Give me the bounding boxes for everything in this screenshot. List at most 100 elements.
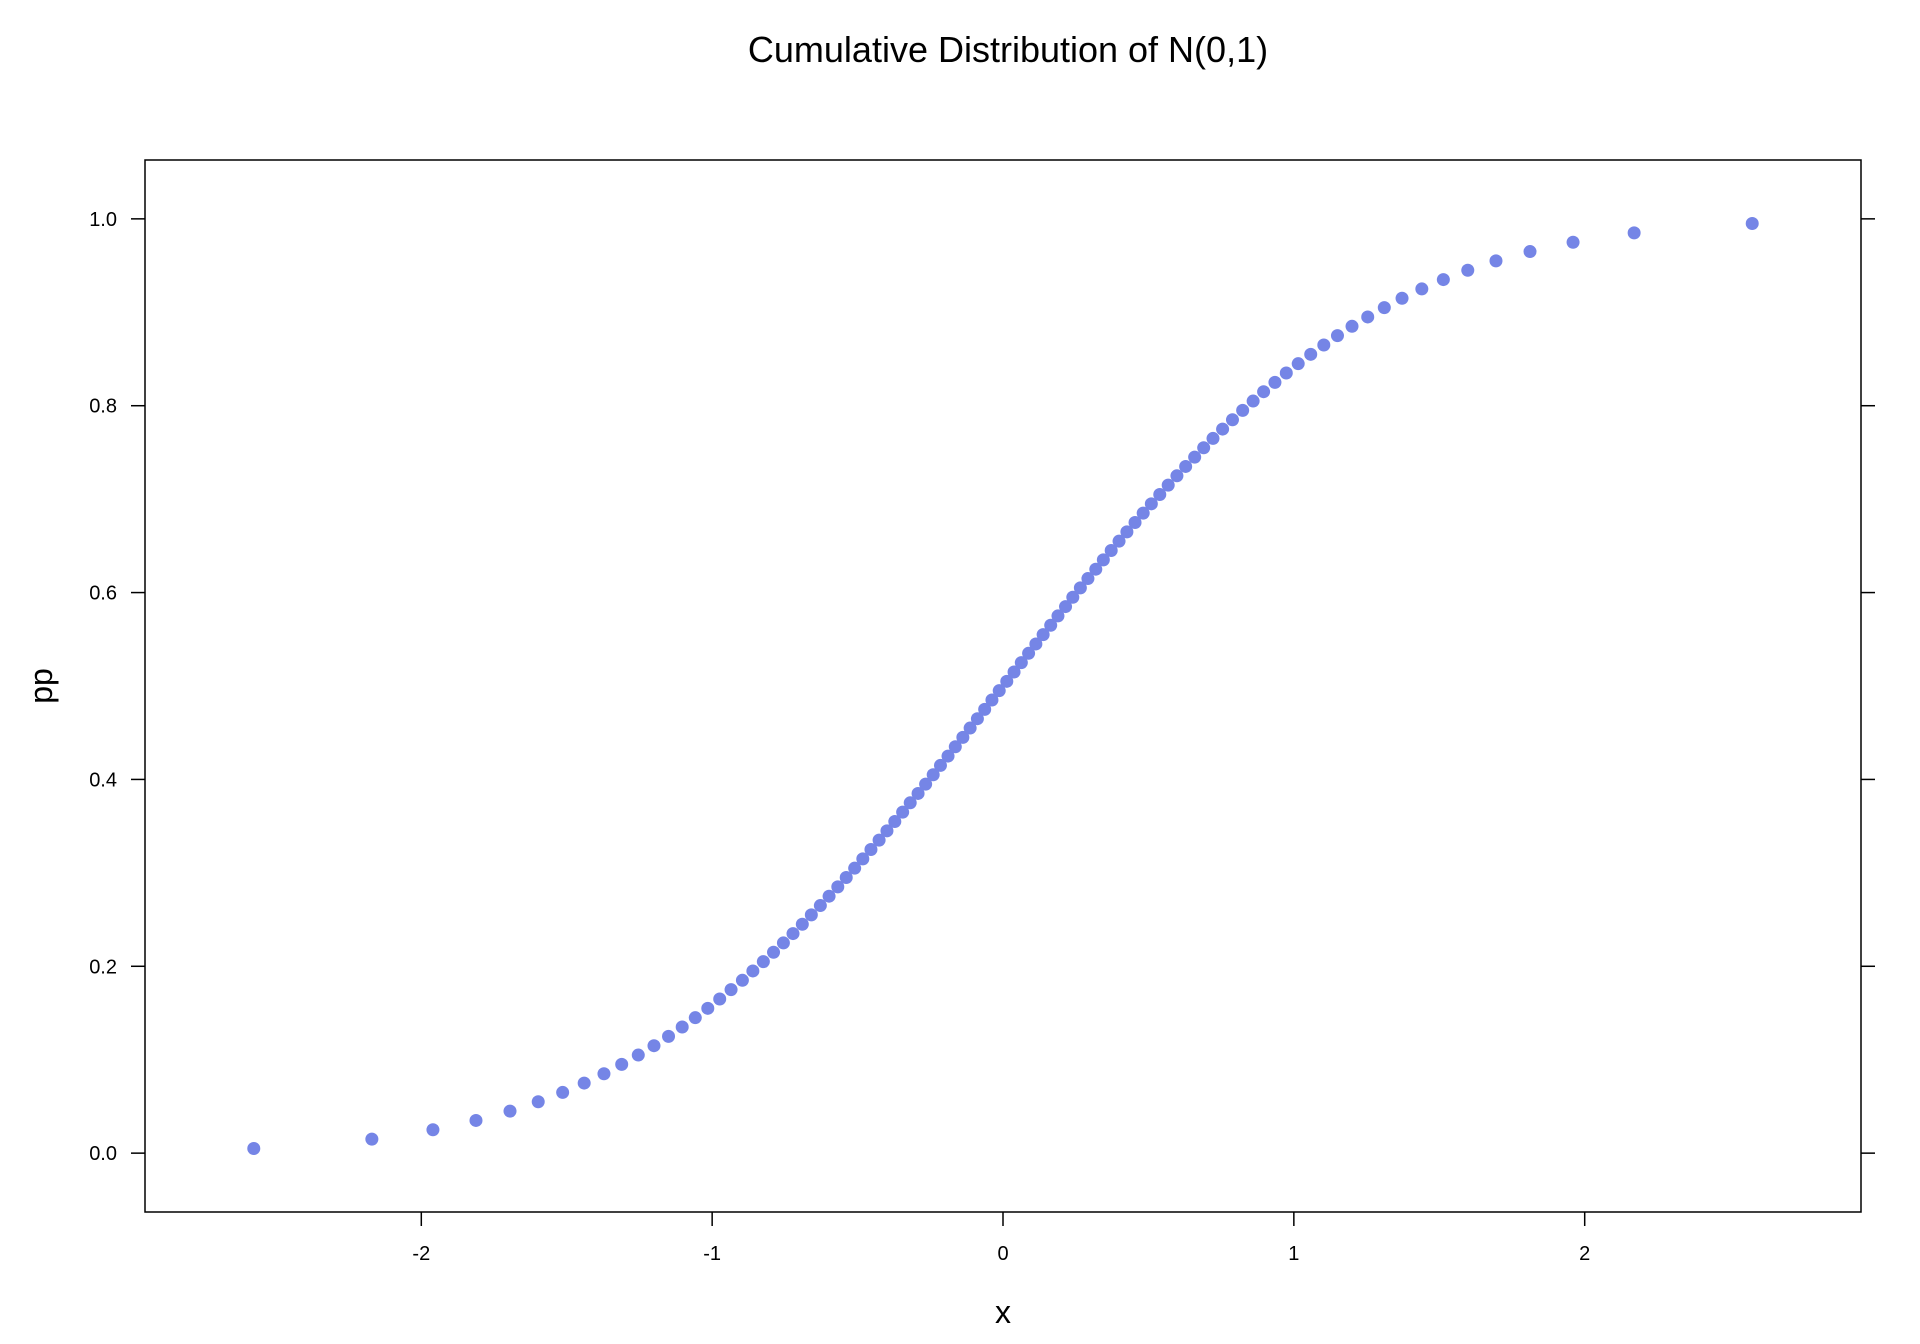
data-point [919, 777, 933, 791]
data-point [1153, 487, 1167, 501]
data-point [963, 721, 977, 735]
data-point [926, 768, 940, 782]
x-tick-label: 0 [997, 1243, 1008, 1265]
data-point [1051, 609, 1065, 623]
data-point [872, 833, 886, 847]
data-point [804, 908, 818, 922]
data-point [911, 786, 925, 800]
data-point [503, 1104, 517, 1118]
data-point [247, 1141, 261, 1155]
data-point [1257, 385, 1271, 399]
y-axis-title: pp [23, 668, 59, 704]
data-point [756, 955, 770, 969]
data-point [831, 880, 845, 894]
data-point [1000, 674, 1014, 688]
data-point [1523, 245, 1537, 259]
data-point [1291, 357, 1305, 371]
data-point [992, 684, 1006, 698]
data-point [767, 945, 781, 959]
data-point [1029, 637, 1043, 651]
data-point [647, 1039, 661, 1053]
data-point [1206, 431, 1220, 445]
data-point [713, 992, 727, 1006]
y-tick-label: 0.8 [89, 396, 117, 418]
data-point [615, 1057, 629, 1071]
data-point [688, 1011, 702, 1025]
data-point [795, 917, 809, 931]
data-point [1096, 553, 1110, 567]
data-point [1745, 217, 1759, 231]
data-point [1279, 366, 1293, 380]
data-point [1566, 235, 1580, 249]
data-point [941, 749, 955, 763]
data-point [1361, 310, 1375, 324]
data-point [735, 973, 749, 987]
data-point [531, 1095, 545, 1109]
data-point [1395, 291, 1409, 305]
data-point [1044, 618, 1058, 632]
data-point [978, 702, 992, 716]
data-point [631, 1048, 645, 1062]
y-tick-label: 1.0 [89, 209, 117, 231]
data-point [970, 712, 984, 726]
data-point [1489, 254, 1503, 268]
chart-title: Cumulative Distribution of N(0,1) [748, 29, 1268, 70]
data-point [848, 861, 862, 875]
data-point [469, 1113, 483, 1127]
data-point [822, 889, 836, 903]
x-tick-label: -1 [703, 1243, 721, 1265]
data-point [1317, 338, 1331, 352]
data-point [1345, 319, 1359, 333]
data-point [1073, 581, 1087, 595]
data-point [839, 871, 853, 885]
data-point [1112, 534, 1126, 548]
data-point [1225, 413, 1239, 427]
data-point [813, 899, 827, 913]
data-point [1246, 394, 1260, 408]
data-point [880, 824, 894, 838]
data-point [864, 842, 878, 856]
data-point [1170, 469, 1184, 483]
data-point [1081, 572, 1095, 586]
data-point [1104, 544, 1118, 558]
data-point [1236, 403, 1250, 417]
data-point [1120, 525, 1134, 539]
y-tick-label: 0.2 [89, 956, 117, 978]
data-point [776, 936, 790, 950]
data-point [1007, 665, 1021, 679]
data-point [896, 805, 910, 819]
data-point [1014, 656, 1028, 670]
data-point [1128, 516, 1142, 530]
x-tick-label: 2 [1579, 1243, 1590, 1265]
data-point [701, 1001, 715, 1015]
data-point [1066, 590, 1080, 604]
data-point [1436, 273, 1450, 287]
data-point [888, 814, 902, 828]
data-point [1161, 478, 1175, 492]
data-point [675, 1020, 689, 1034]
data-point [1059, 600, 1073, 614]
data-point [1304, 347, 1318, 361]
data-points [247, 217, 1759, 1155]
data-point [786, 927, 800, 941]
data-point [1377, 301, 1391, 315]
y-tick-label: 0.0 [89, 1143, 117, 1165]
data-point [1197, 441, 1211, 455]
data-point [724, 983, 738, 997]
x-axis-title: x [995, 1294, 1011, 1330]
data-point [1179, 459, 1193, 473]
data-point [1268, 375, 1282, 389]
data-point [1415, 282, 1429, 296]
data-point [1089, 562, 1103, 576]
y-tick-label: 0.4 [89, 769, 117, 791]
y-axis-ticks: 0.0 0.2 0.4 0.6 0.8 1.0 [89, 209, 1875, 1165]
data-point [1627, 226, 1641, 240]
data-point [1022, 646, 1036, 660]
data-point [985, 693, 999, 707]
x-tick-label: -2 [412, 1243, 430, 1265]
data-point [1188, 450, 1202, 464]
x-axis-ticks: -2 -1 0 1 2 [412, 1212, 1590, 1265]
data-point [662, 1029, 676, 1043]
